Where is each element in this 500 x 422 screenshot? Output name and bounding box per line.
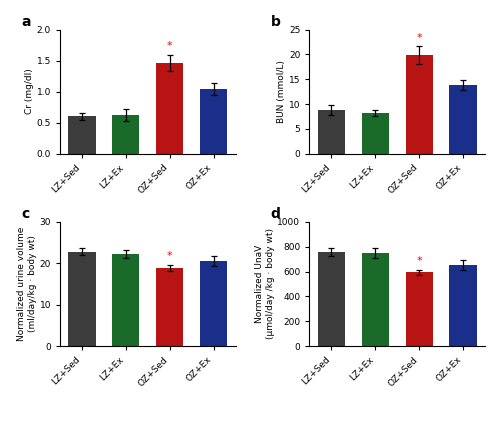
Y-axis label: BUN (mmol/L): BUN (mmol/L) (277, 60, 286, 123)
Text: b: b (270, 15, 280, 29)
Bar (112, 115, 140, 154)
Bar (68, 116, 96, 154)
Bar (200, 89, 228, 154)
Y-axis label: Normalized urine volume
(ml/day/kg · body wt): Normalized urine volume (ml/day/kg · bod… (18, 227, 36, 341)
Bar (362, 253, 389, 346)
Text: a: a (22, 15, 31, 29)
Text: *: * (167, 41, 172, 51)
Bar (362, 114, 389, 154)
Text: *: * (416, 256, 422, 266)
Bar (156, 63, 184, 154)
Y-axis label: Normalized UnaV
(μmol/day /kg · body wt): Normalized UnaV (μmol/day /kg · body wt) (255, 228, 274, 339)
Bar (112, 254, 140, 346)
Bar (406, 273, 433, 346)
Y-axis label: Cr (mg/dl): Cr (mg/dl) (25, 69, 34, 114)
Text: *: * (416, 32, 422, 43)
Bar (156, 268, 184, 346)
Bar (450, 265, 476, 346)
Text: d: d (270, 207, 280, 221)
Bar (450, 85, 476, 154)
Text: c: c (22, 207, 30, 221)
Bar (68, 252, 96, 346)
Bar (406, 55, 433, 154)
Text: *: * (167, 251, 172, 261)
Bar (318, 252, 345, 346)
Bar (200, 261, 228, 346)
Bar (318, 111, 345, 154)
